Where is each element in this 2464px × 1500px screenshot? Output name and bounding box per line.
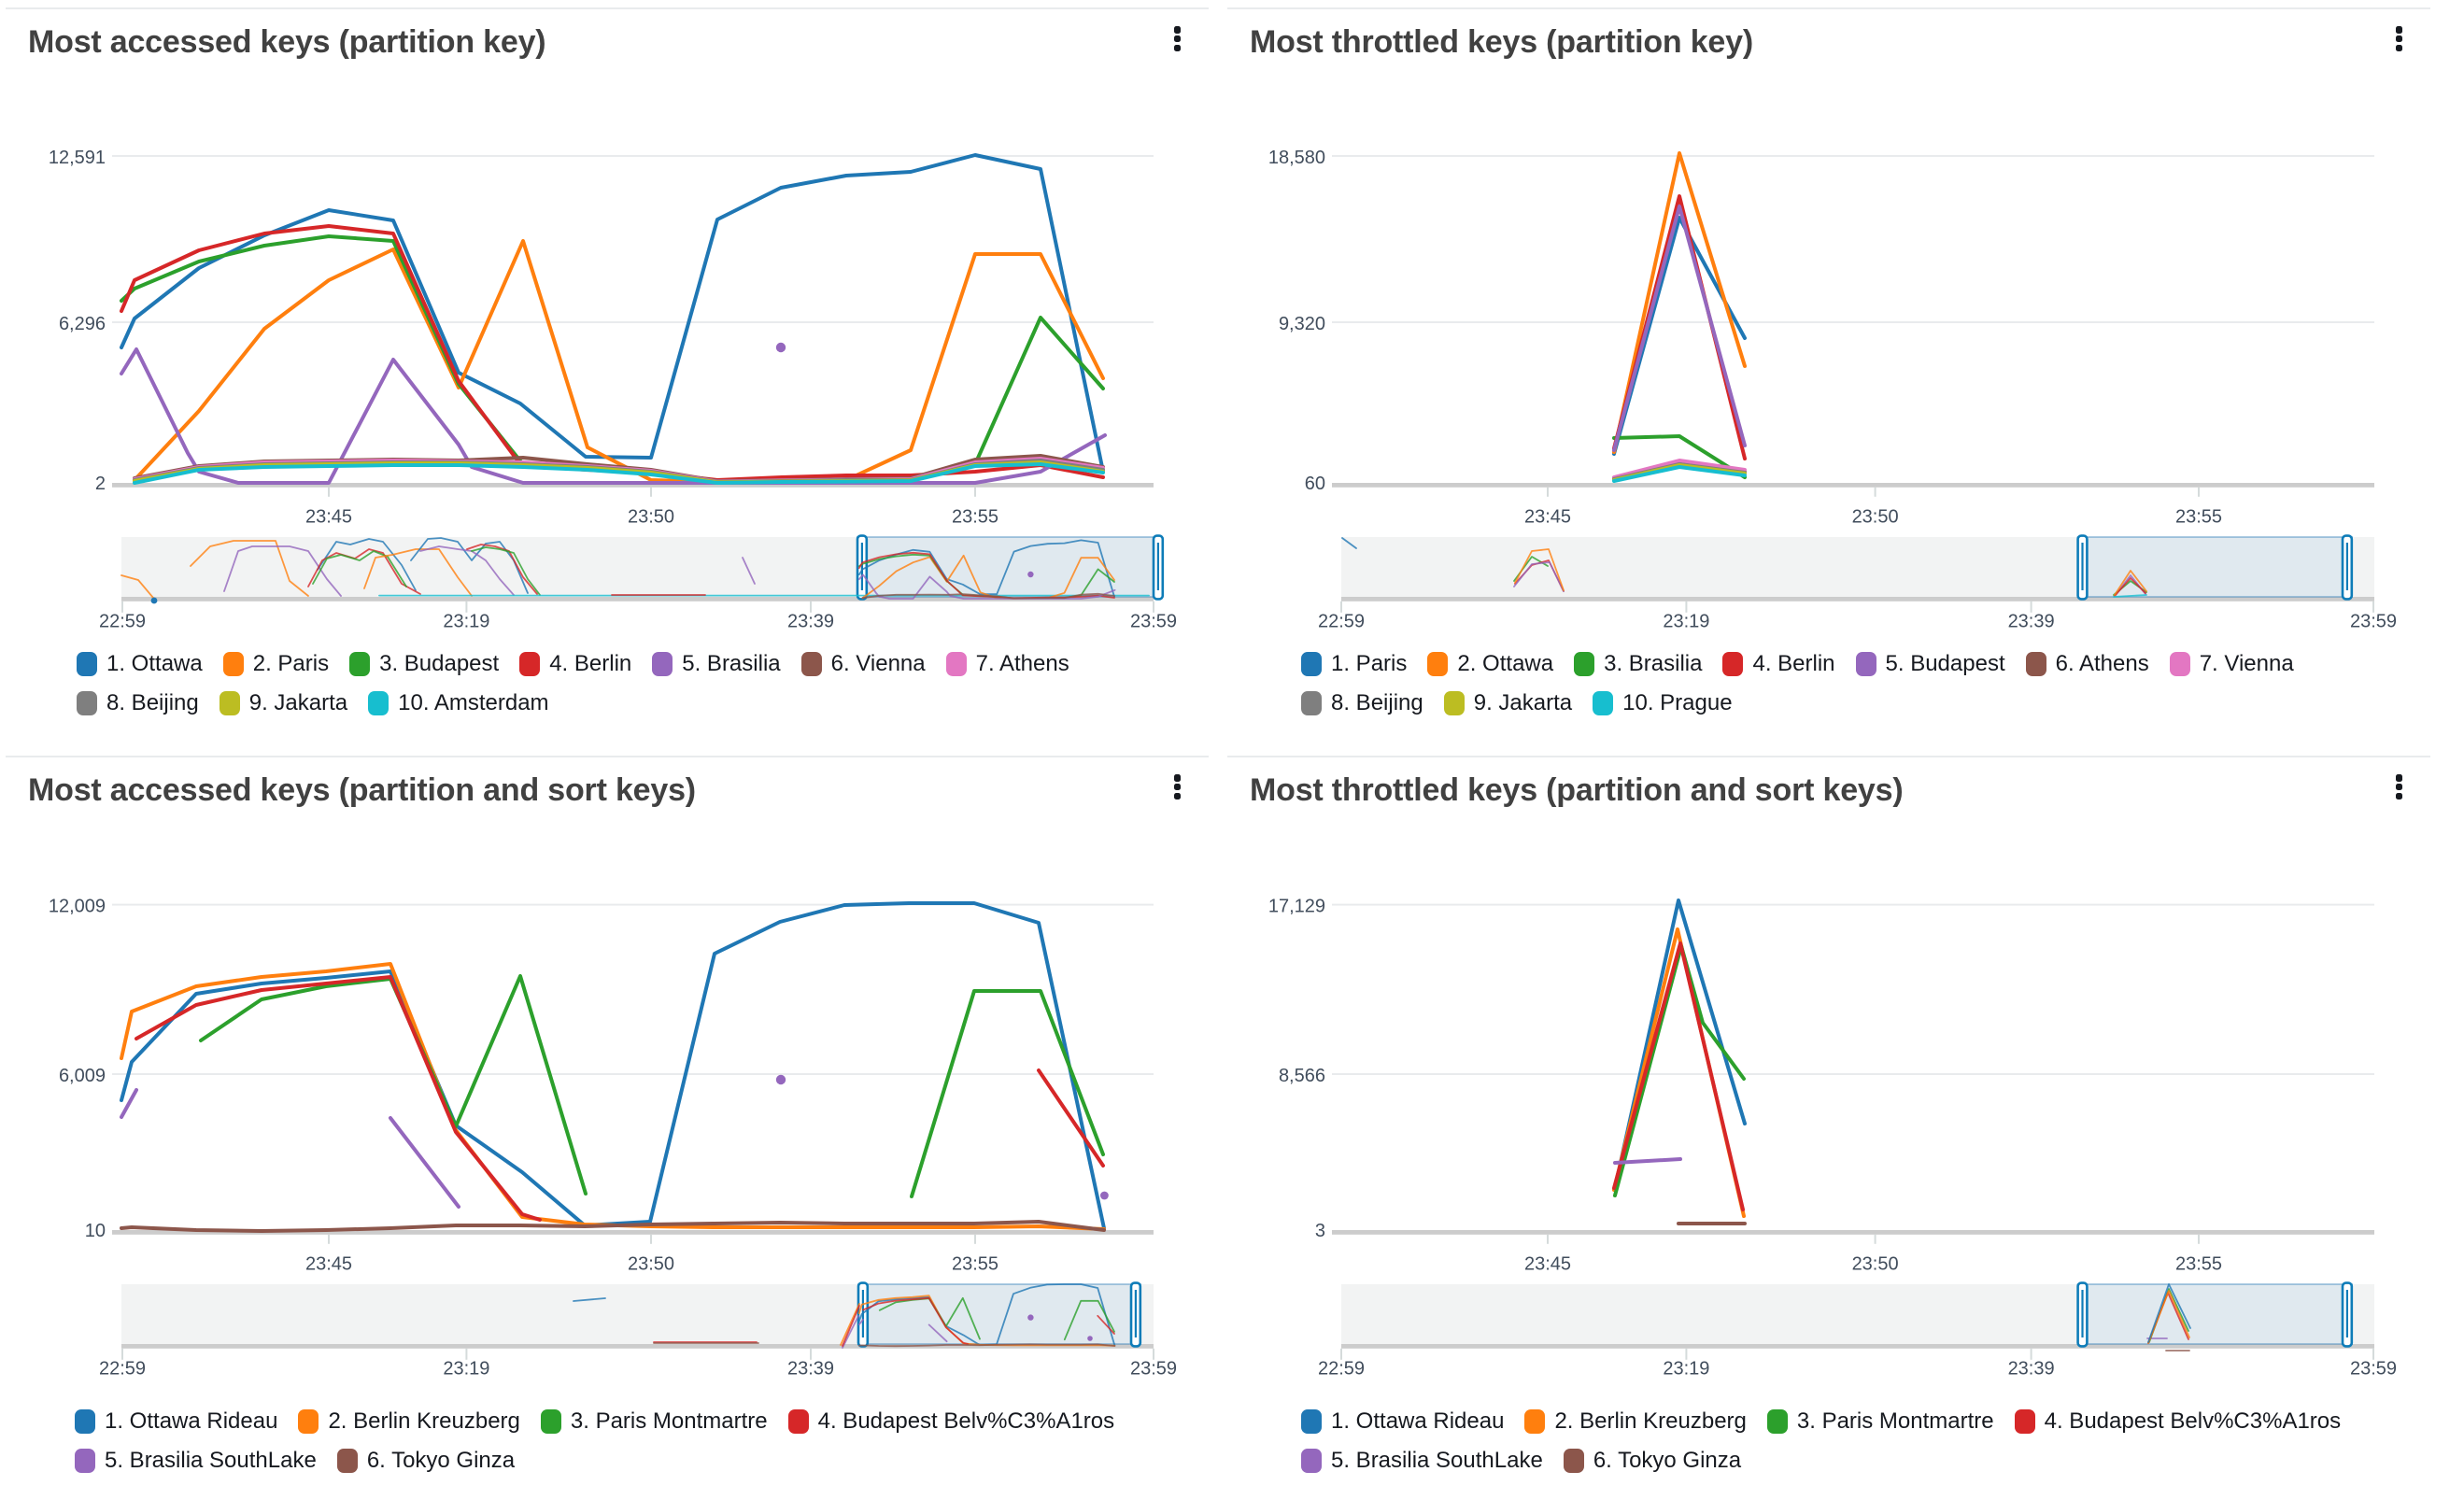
svg-text:23:59: 23:59 — [2350, 612, 2397, 632]
svg-text:6,009: 6,009 — [59, 1066, 106, 1086]
svg-text:22:59: 22:59 — [1318, 612, 1365, 632]
svg-text:23:45: 23:45 — [305, 507, 352, 528]
svg-text:23:50: 23:50 — [1852, 1254, 1899, 1275]
svg-text:10: 10 — [85, 1221, 106, 1241]
svg-text:22:59: 22:59 — [1318, 1359, 1365, 1380]
svg-text:23:55: 23:55 — [2175, 507, 2222, 528]
svg-text:3: 3 — [1315, 1221, 1325, 1241]
svg-text:23:39: 23:39 — [787, 1359, 834, 1380]
svg-text:23:19: 23:19 — [1663, 612, 1709, 632]
svg-text:9,320: 9,320 — [1279, 314, 1325, 334]
svg-text:2: 2 — [95, 474, 106, 494]
svg-text:12,591: 12,591 — [49, 148, 106, 168]
svg-text:23:45: 23:45 — [1524, 1254, 1571, 1275]
svg-text:17,129: 17,129 — [1268, 897, 1325, 917]
svg-text:23:19: 23:19 — [1663, 1359, 1709, 1380]
svg-text:23:19: 23:19 — [443, 612, 489, 632]
svg-text:23:45: 23:45 — [1524, 507, 1571, 528]
svg-text:18,580: 18,580 — [1268, 148, 1325, 168]
svg-text:23:19: 23:19 — [443, 1359, 489, 1380]
svg-text:23:59: 23:59 — [2350, 1359, 2397, 1380]
svg-text:23:55: 23:55 — [2175, 1254, 2222, 1275]
svg-text:12,009: 12,009 — [49, 897, 106, 917]
svg-text:23:55: 23:55 — [952, 1254, 998, 1275]
svg-text:23:59: 23:59 — [1130, 1359, 1177, 1380]
svg-text:23:59: 23:59 — [1130, 612, 1177, 632]
svg-text:23:39: 23:39 — [2008, 1359, 2055, 1380]
svg-text:22:59: 22:59 — [99, 612, 146, 632]
svg-text:23:50: 23:50 — [1852, 507, 1899, 528]
svg-text:23:39: 23:39 — [787, 612, 834, 632]
svg-text:23:50: 23:50 — [628, 507, 674, 528]
svg-text:8,566: 8,566 — [1279, 1066, 1325, 1086]
svg-text:60: 60 — [1305, 474, 1325, 494]
svg-text:23:45: 23:45 — [305, 1254, 352, 1275]
svg-text:23:55: 23:55 — [952, 507, 998, 528]
svg-text:22:59: 22:59 — [99, 1359, 146, 1380]
svg-text:23:39: 23:39 — [2008, 612, 2055, 632]
svg-text:6,296: 6,296 — [59, 314, 106, 334]
svg-text:23:50: 23:50 — [628, 1254, 674, 1275]
